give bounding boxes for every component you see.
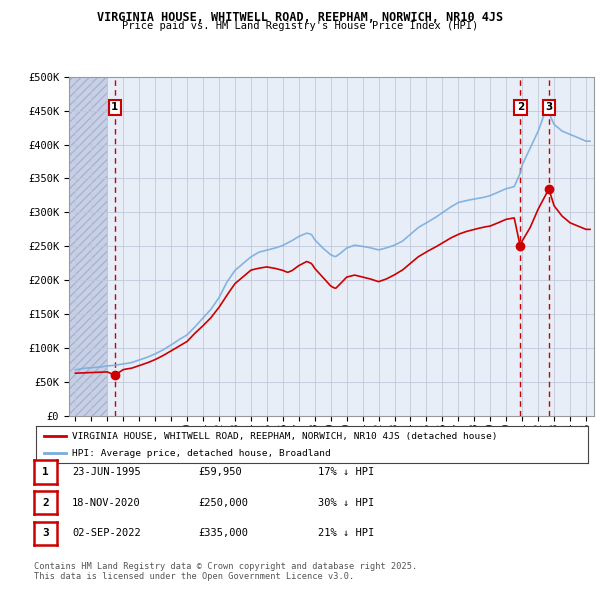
Bar (69, 77, 107, 416)
Text: Price paid vs. HM Land Registry's House Price Index (HPI): Price paid vs. HM Land Registry's House … (122, 21, 478, 31)
Text: 17% ↓ HPI: 17% ↓ HPI (318, 467, 374, 477)
Text: 21% ↓ HPI: 21% ↓ HPI (318, 529, 374, 538)
Text: 3: 3 (42, 529, 49, 538)
Text: VIRGINIA HOUSE, WHITWELL ROAD, REEPHAM, NORWICH, NR10 4JS: VIRGINIA HOUSE, WHITWELL ROAD, REEPHAM, … (97, 11, 503, 24)
Text: £59,950: £59,950 (198, 467, 242, 477)
Text: VIRGINIA HOUSE, WHITWELL ROAD, REEPHAM, NORWICH, NR10 4JS (detached house): VIRGINIA HOUSE, WHITWELL ROAD, REEPHAM, … (72, 431, 497, 441)
Text: 18-NOV-2020: 18-NOV-2020 (72, 498, 141, 507)
Text: 30% ↓ HPI: 30% ↓ HPI (318, 498, 374, 507)
Text: £250,000: £250,000 (198, 498, 248, 507)
Text: 2: 2 (517, 102, 524, 112)
Text: 2: 2 (42, 498, 49, 507)
Text: 3: 3 (545, 102, 553, 112)
Text: 02-SEP-2022: 02-SEP-2022 (72, 529, 141, 538)
Text: 1: 1 (42, 467, 49, 477)
Text: HPI: Average price, detached house, Broadland: HPI: Average price, detached house, Broa… (72, 448, 331, 458)
Text: £335,000: £335,000 (198, 529, 248, 538)
Text: 23-JUN-1995: 23-JUN-1995 (72, 467, 141, 477)
Text: Contains HM Land Registry data © Crown copyright and database right 2025.
This d: Contains HM Land Registry data © Crown c… (34, 562, 418, 581)
Text: 1: 1 (111, 102, 118, 112)
